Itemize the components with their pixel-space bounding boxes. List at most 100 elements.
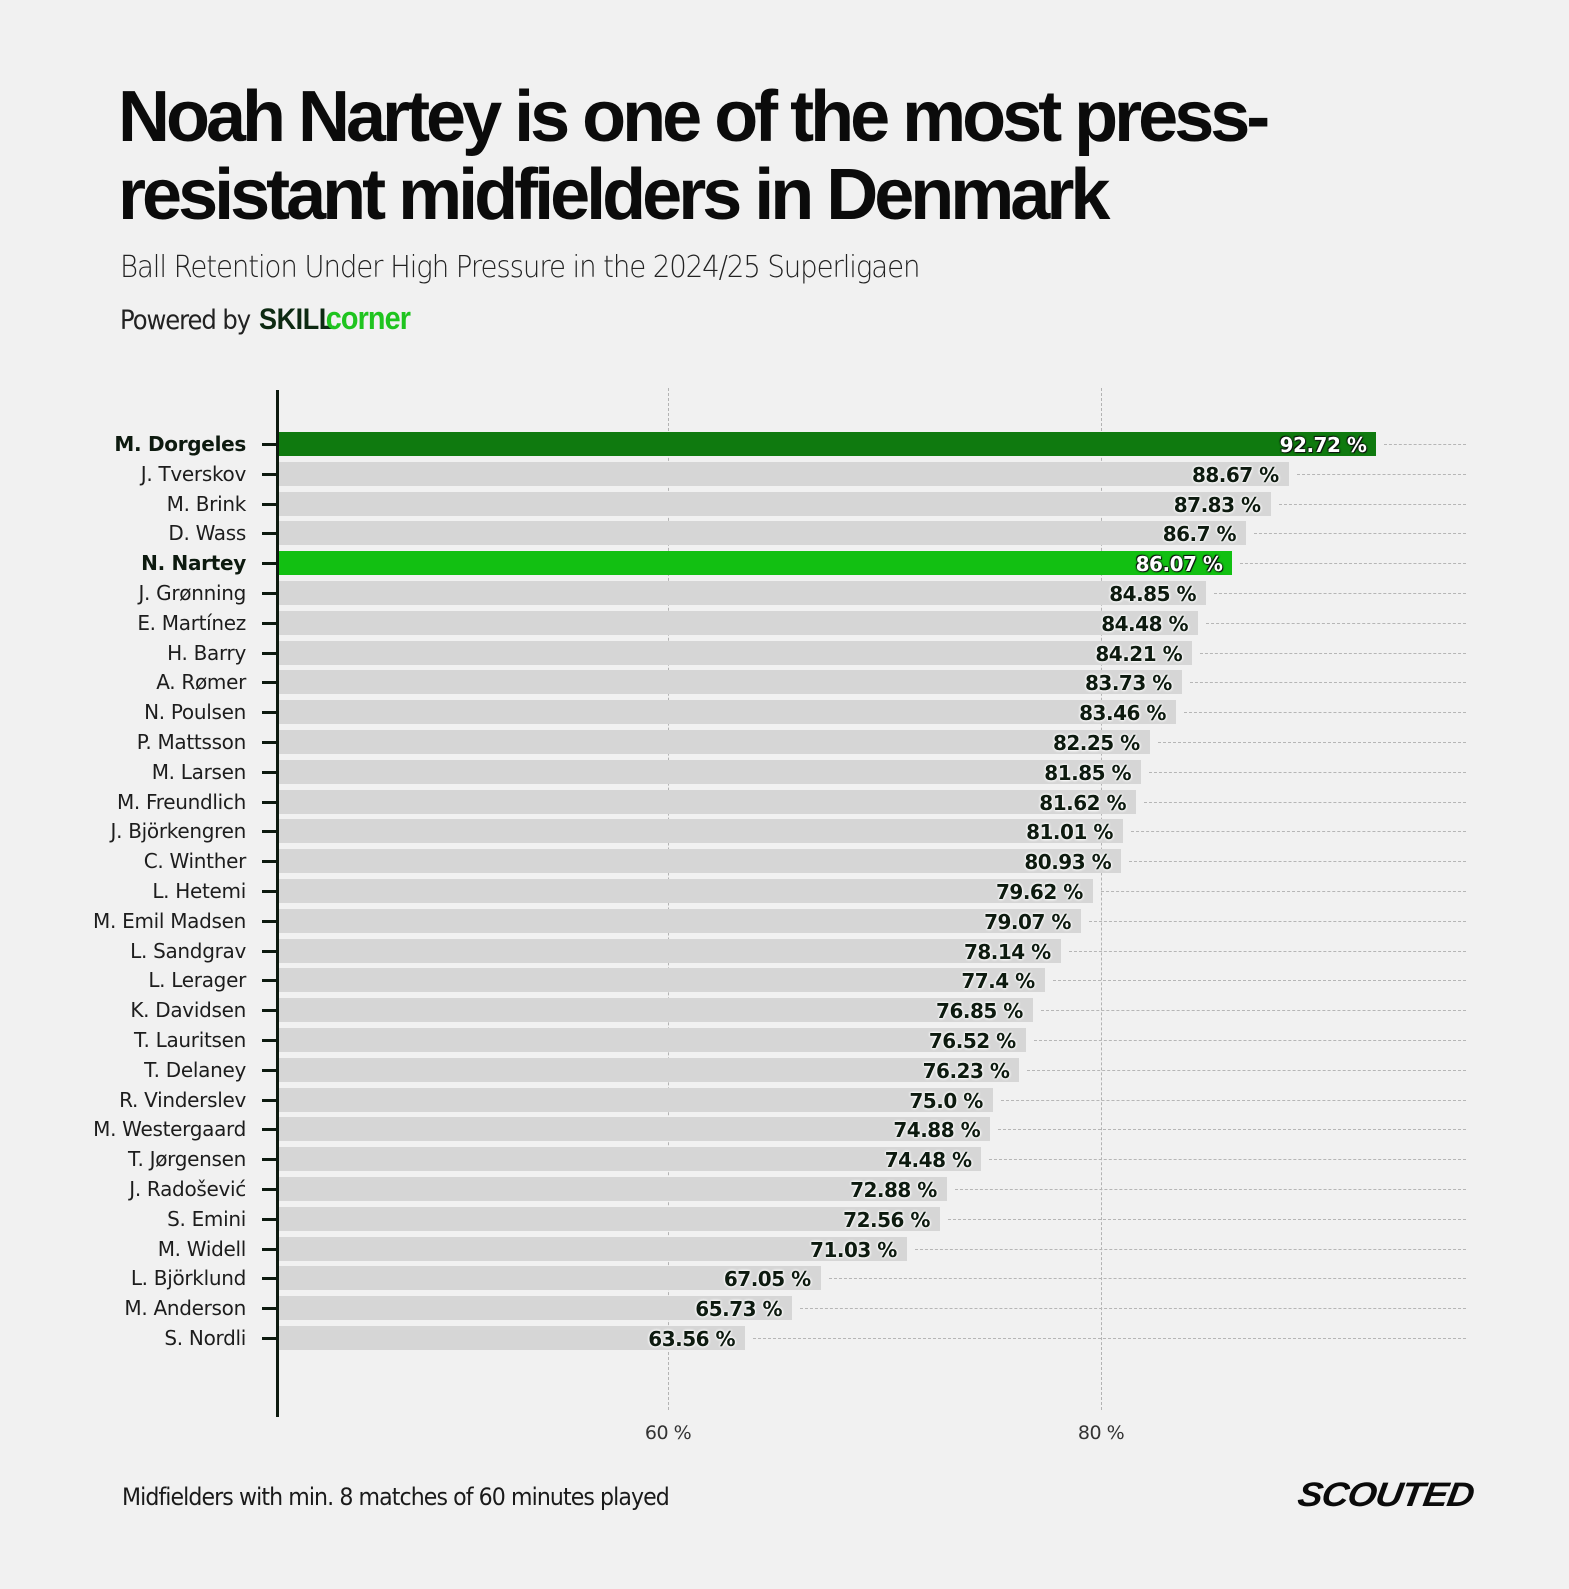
bar-row: E. Martínez 84.48 % [0,609,1569,639]
bar: 83.73 % [279,670,1182,695]
value-label: 78.14 % [963,939,1051,964]
bar-row: H. Barry 84.21 % [0,639,1569,669]
player-label: E. Martínez [137,610,246,635]
player-label: M. Emil Madsen [93,908,246,933]
value-label: 74.48 % [884,1148,972,1173]
player-label: H. Barry [167,640,246,665]
value-label: 75.0 % [909,1088,983,1113]
bar: 81.85 % [279,759,1142,785]
trailing-dashed-line [753,1338,1466,1339]
bar: 87.83 % [279,491,1271,517]
trailing-dashed-line [1144,801,1466,803]
player-label: K. Davidsen [130,998,246,1023]
bar-row: J. Björkengren 81.01 % [0,817,1569,847]
trailing-dashed-line [1068,950,1466,952]
trailing-dashed-line [1040,1010,1466,1012]
trailing-dashed-line [1149,771,1466,773]
bar: 83.46 % [279,700,1176,725]
trailing-dashed-line [914,1248,1466,1250]
y-tick [262,1128,276,1132]
player-label: J. Björkengren [110,819,247,844]
bar-row: J. Tverskov 88.67 % [0,460,1569,490]
trailing-dashed-line [1296,473,1466,475]
y-tick [262,1188,276,1191]
bar: 74.48 % [279,1147,982,1173]
value-label: 77.4 % [961,969,1035,994]
bar-row: L. Sandgrav 78.14 % [0,937,1569,967]
y-tick [262,651,276,655]
bar: 86.07 % [279,551,1233,577]
y-tick [262,1039,276,1042]
brand-skill: SKILL [259,303,335,336]
bar: 75.0 % [279,1087,993,1113]
value-label: 81.01 % [1026,820,1113,845]
value-label: 74.88 % [893,1118,981,1143]
y-tick [262,472,276,476]
y-tick [262,800,276,804]
trailing-dashed-line [1027,1069,1466,1071]
bar-row: M. Dorgeles 92.72 % [0,430,1569,460]
y-tick [262,1158,276,1162]
bar-row: M. Freundlich 81.62 % [0,788,1569,818]
y-tick [262,1098,276,1102]
trailing-dashed-line [1254,533,1466,535]
bar: 81.62 % [279,789,1137,815]
bar-row: M. Westergaard 74.88 % [0,1115,1569,1145]
trailing-dashed-line [1214,593,1466,594]
value-label: 87.83 % [1173,492,1261,517]
trailing-dashed-line [1088,920,1466,922]
trailing-dashed-line [1183,712,1466,714]
player-label: D. Wass [168,521,246,546]
bar: 82.25 % [279,730,1150,755]
bar-row: L. Lerager 77.4 % [0,966,1569,996]
value-label: 84.21 % [1095,641,1183,666]
footnote: Midfielders with min. 8 matches of 60 mi… [122,1483,670,1511]
value-label: 67.05 % [723,1267,811,1292]
player-label: M. Larsen [151,759,247,784]
y-tick [262,1217,276,1221]
value-label: 79.07 % [984,909,1071,934]
player-label: C. Winther [143,849,247,874]
player-label: R. Vinderslev [119,1087,246,1112]
trailing-dashed-line [1200,652,1466,654]
bar: 74.88 % [279,1117,991,1143]
player-label: J. Grønning [138,581,246,605]
player-label: T. Lauritsen [133,1028,246,1052]
powered-by-label: Powered by [120,305,251,336]
y-tick [262,1307,276,1311]
player-label: L. Björklund [130,1266,246,1291]
bar: 79.62 % [279,879,1093,904]
trailing-dashed-line [828,1278,1466,1280]
value-label: 71.03 % [810,1237,897,1262]
bar-row: P. Mattsson 82.25 % [0,728,1569,758]
bar-row: N. Nartey 86.07 % [0,549,1569,579]
value-label: 86.07 % [1135,552,1223,577]
bar: 72.88 % [279,1177,947,1202]
y-tick [262,979,276,983]
bar: 77.4 % [279,968,1045,994]
player-label: L. Sandgrav [130,938,246,963]
y-tick [262,830,276,834]
trailing-dashed-line [947,1218,1466,1220]
value-label: 84.48 % [1101,611,1188,636]
y-axis-line [276,390,279,1417]
y-tick [262,502,276,506]
bar-row: M. Emil Madsen 79.07 % [0,907,1569,937]
bar: 78.14 % [279,938,1061,964]
bar: 88.67 % [279,461,1289,487]
gridline-80 [1101,388,1102,1410]
bar-row: J. Radošević 72.88 % [0,1175,1569,1205]
player-label: M. Anderson [124,1296,246,1321]
y-tick [262,1247,276,1251]
value-label: 81.62 % [1039,790,1127,815]
trailing-dashed-line [954,1189,1466,1190]
y-tick [262,890,276,893]
powered-by: Powered by SKILLcorner [120,300,411,337]
value-label: 65.73 % [695,1297,783,1322]
y-tick [262,949,276,953]
trailing-dashed-line [1052,980,1466,982]
y-tick [262,741,276,744]
player-label: J. Radošević [129,1177,246,1201]
bar: 84.48 % [279,610,1198,636]
